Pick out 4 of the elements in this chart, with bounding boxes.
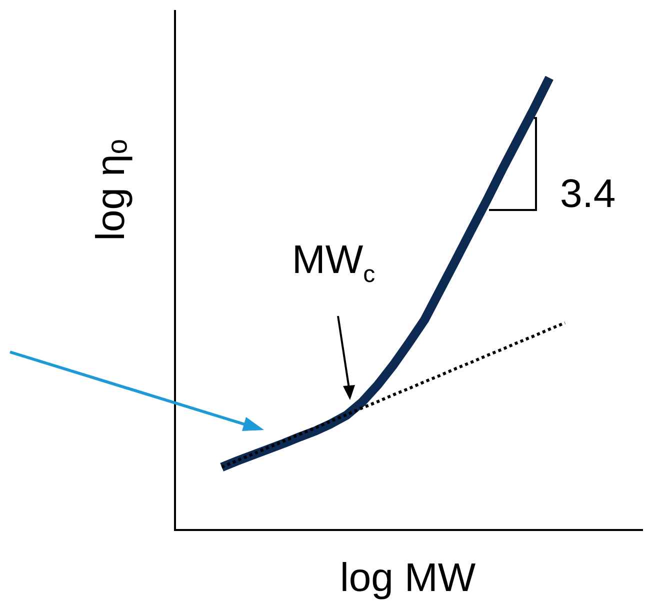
- x-axis-title: log MW: [340, 556, 476, 600]
- y-axis-title: log ηₒ: [88, 139, 133, 241]
- annotation: MW$_{c}$: [292, 238, 376, 288]
- annotation: 3.4: [560, 172, 616, 216]
